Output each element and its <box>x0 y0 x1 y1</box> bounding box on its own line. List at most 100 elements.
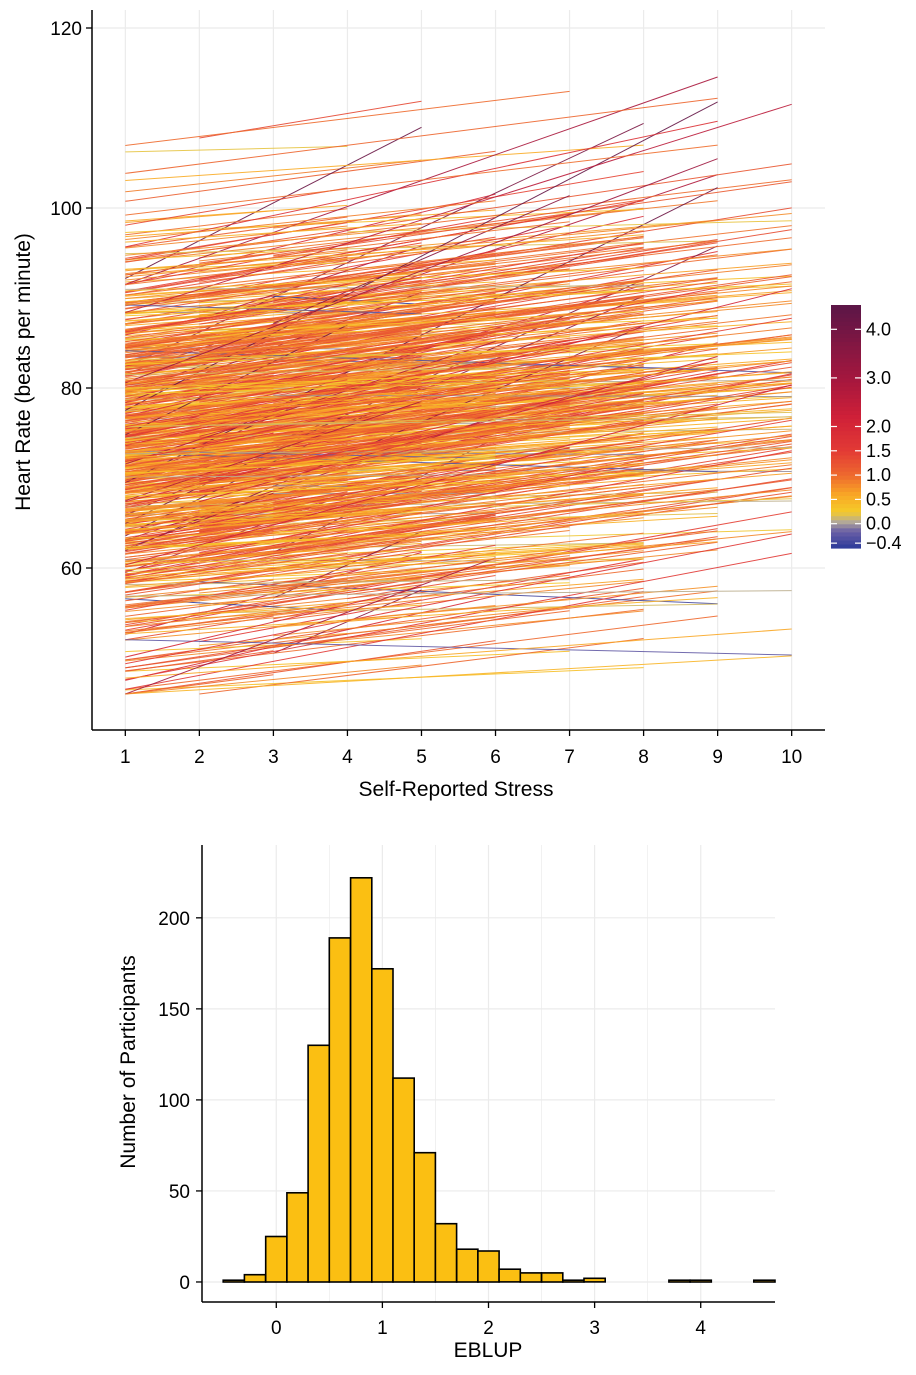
histogram-bar <box>563 1280 584 1282</box>
x-tick-label: 4 <box>342 747 353 768</box>
colorbar-segment <box>831 354 861 359</box>
colorbar-segment <box>831 321 861 326</box>
participant-line <box>125 201 495 240</box>
colorbar-segment <box>831 358 861 363</box>
histogram-bar <box>351 878 372 1282</box>
colorbar-segment <box>831 435 861 440</box>
colorbar-segment <box>831 362 861 367</box>
colorbar-segment <box>831 406 861 411</box>
histogram-bar <box>690 1280 711 1282</box>
histogram-bar <box>499 1269 520 1282</box>
histogram-bar <box>435 1224 456 1282</box>
participant-line <box>273 182 791 255</box>
colorbar-segment <box>831 536 861 541</box>
colorbar-label: 4.0 <box>866 319 891 339</box>
x-tick-label: 6 <box>490 747 501 768</box>
colorbar-segment <box>831 431 861 436</box>
colorbar-label: 0.5 <box>866 489 891 509</box>
colorbar-segment <box>831 532 861 537</box>
colorbar-segment <box>831 398 861 403</box>
histogram-bar <box>266 1237 287 1283</box>
x-tick-label: 2 <box>194 747 205 768</box>
slope-colorbar-legend: 4.03.02.01.51.00.50.0−0.4 <box>831 305 902 553</box>
x-tick-label: 7 <box>564 747 575 768</box>
colorbar-segment <box>831 467 861 472</box>
colorbar-label: −0.4 <box>866 533 902 553</box>
top-y-axis-title: Heart Rate (beats per minute) <box>12 233 35 511</box>
colorbar-segment <box>831 378 861 383</box>
colorbar-segment <box>831 463 861 468</box>
y-tick-label: 50 <box>169 1182 190 1203</box>
y-tick-label: 0 <box>179 1273 190 1294</box>
colorbar-segment <box>831 459 861 464</box>
histogram-bar <box>669 1280 690 1282</box>
colorbar-label: 1.5 <box>866 441 891 461</box>
colorbar-segment <box>831 337 861 342</box>
colorbar-segment <box>831 439 861 444</box>
histogram-bar <box>520 1273 541 1282</box>
histogram-bar <box>754 1280 775 1282</box>
colorbar-segment <box>831 382 861 387</box>
bottom-x-axis-title: EBLUP <box>454 1339 523 1362</box>
colorbar-segment <box>831 402 861 407</box>
colorbar-segment <box>831 341 861 346</box>
bottom-y-axis-title: Number of Participants <box>117 955 140 1169</box>
colorbar-segment <box>831 528 861 533</box>
colorbar-segment <box>831 427 861 432</box>
histogram-bar <box>308 1045 329 1282</box>
colorbar-segment <box>831 508 861 513</box>
x-tick-label: 1 <box>120 747 131 768</box>
histogram-bar <box>478 1251 499 1282</box>
histogram-bar <box>223 1280 244 1282</box>
colorbar-segment <box>831 451 861 456</box>
x-tick-label: 3 <box>589 1318 600 1339</box>
colorbar-segment <box>831 524 861 529</box>
participant-lines <box>125 77 791 694</box>
colorbar-segment <box>831 443 861 448</box>
colorbar-segment <box>831 390 861 395</box>
colorbar-segment <box>831 516 861 521</box>
colorbar-label: 2.0 <box>866 417 891 437</box>
x-tick-label: 0 <box>271 1318 282 1339</box>
y-tick-label: 150 <box>158 1000 190 1021</box>
x-tick-label: 10 <box>781 747 802 768</box>
colorbar-segment <box>831 305 861 310</box>
colorbar-segment <box>831 309 861 314</box>
histogram-bar <box>244 1275 265 1282</box>
histogram-bar <box>542 1273 563 1282</box>
histogram-bar <box>584 1278 605 1282</box>
y-tick-label: 80 <box>61 379 82 400</box>
x-tick-label: 9 <box>712 747 723 768</box>
colorbar-segment <box>831 479 861 484</box>
colorbar-segment <box>831 394 861 399</box>
colorbar-segment <box>831 455 861 460</box>
colorbar-segment <box>831 370 861 375</box>
colorbar-segment <box>831 540 861 545</box>
colorbar-segment <box>831 366 861 371</box>
colorbar-segment <box>831 313 861 318</box>
top-x-axis-title: Self-Reported Stress <box>359 778 554 801</box>
colorbar-segment <box>831 350 861 355</box>
colorbar-label: 1.0 <box>866 465 891 485</box>
histogram-bars <box>223 878 775 1282</box>
colorbar-segment <box>831 487 861 492</box>
y-tick-label: 200 <box>158 909 190 930</box>
colorbar-segment <box>831 317 861 322</box>
colorbar-segment <box>831 499 861 504</box>
colorbar-segment <box>831 410 861 415</box>
colorbar-segment <box>831 333 861 338</box>
colorbar-segment <box>831 386 861 391</box>
y-tick-label: 100 <box>50 199 82 220</box>
colorbar-segment <box>831 475 861 480</box>
histogram-bar <box>414 1153 435 1282</box>
x-tick-label: 2 <box>483 1318 494 1339</box>
y-tick-label: 60 <box>61 559 82 580</box>
colorbar-segment <box>831 418 861 423</box>
colorbar-segment <box>831 512 861 517</box>
